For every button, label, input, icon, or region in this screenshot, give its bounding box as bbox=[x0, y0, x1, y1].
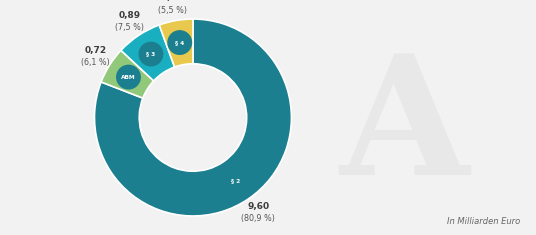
Wedge shape bbox=[159, 19, 193, 67]
Text: § 4: § 4 bbox=[175, 40, 184, 45]
Circle shape bbox=[168, 31, 191, 54]
Wedge shape bbox=[121, 25, 175, 81]
Circle shape bbox=[117, 65, 140, 89]
Text: A: A bbox=[339, 48, 468, 210]
Text: § 2: § 2 bbox=[232, 178, 241, 183]
Text: § 3: § 3 bbox=[146, 51, 155, 57]
Text: 9,60: 9,60 bbox=[247, 202, 269, 211]
Text: 0,66: 0,66 bbox=[162, 0, 184, 2]
Circle shape bbox=[224, 168, 248, 192]
Text: 0,89: 0,89 bbox=[118, 11, 140, 20]
Text: ABM: ABM bbox=[121, 74, 136, 80]
Text: (6,1 %): (6,1 %) bbox=[81, 58, 110, 67]
Wedge shape bbox=[101, 50, 154, 98]
Text: 0,72: 0,72 bbox=[84, 46, 106, 55]
Text: In Milliarden Euro: In Milliarden Euro bbox=[446, 217, 520, 226]
Wedge shape bbox=[94, 19, 292, 216]
Text: (7,5 %): (7,5 %) bbox=[115, 23, 144, 32]
Circle shape bbox=[139, 42, 163, 66]
Text: (80,9 %): (80,9 %) bbox=[241, 214, 275, 223]
Text: (5,5 %): (5,5 %) bbox=[159, 6, 188, 15]
